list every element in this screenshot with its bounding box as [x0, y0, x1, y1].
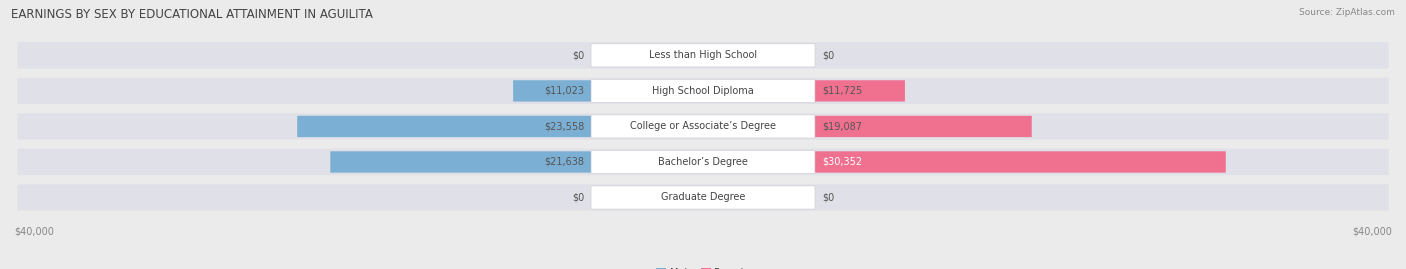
Text: $0: $0 — [823, 50, 834, 60]
Text: Graduate Degree: Graduate Degree — [661, 193, 745, 203]
Legend: Male, Female: Male, Female — [652, 264, 754, 269]
Text: EARNINGS BY SEX BY EDUCATIONAL ATTAINMENT IN AGUILITA: EARNINGS BY SEX BY EDUCATIONAL ATTAINMEN… — [11, 8, 373, 21]
FancyBboxPatch shape — [703, 80, 905, 102]
Text: Less than High School: Less than High School — [650, 50, 756, 60]
FancyBboxPatch shape — [513, 80, 703, 102]
FancyBboxPatch shape — [297, 116, 703, 137]
Text: High School Diploma: High School Diploma — [652, 86, 754, 96]
Text: $0: $0 — [572, 50, 583, 60]
FancyBboxPatch shape — [17, 42, 1389, 69]
FancyBboxPatch shape — [665, 187, 703, 208]
Text: $0: $0 — [572, 193, 583, 203]
FancyBboxPatch shape — [17, 149, 1389, 175]
FancyBboxPatch shape — [17, 184, 1389, 211]
Text: College or Associate’s Degree: College or Associate’s Degree — [630, 121, 776, 132]
FancyBboxPatch shape — [330, 151, 703, 173]
Text: $30,352: $30,352 — [823, 157, 862, 167]
Text: Source: ZipAtlas.com: Source: ZipAtlas.com — [1299, 8, 1395, 17]
FancyBboxPatch shape — [591, 115, 815, 138]
FancyBboxPatch shape — [703, 45, 741, 66]
Text: $19,087: $19,087 — [823, 121, 862, 132]
FancyBboxPatch shape — [665, 45, 703, 66]
FancyBboxPatch shape — [591, 150, 815, 174]
FancyBboxPatch shape — [591, 186, 815, 209]
FancyBboxPatch shape — [17, 78, 1389, 104]
Text: Bachelor’s Degree: Bachelor’s Degree — [658, 157, 748, 167]
Text: $23,558: $23,558 — [544, 121, 583, 132]
Text: $0: $0 — [823, 193, 834, 203]
FancyBboxPatch shape — [591, 44, 815, 67]
Text: $11,023: $11,023 — [544, 86, 583, 96]
Text: $40,000: $40,000 — [14, 227, 53, 237]
FancyBboxPatch shape — [703, 151, 1226, 173]
Text: $11,725: $11,725 — [823, 86, 862, 96]
FancyBboxPatch shape — [703, 187, 741, 208]
FancyBboxPatch shape — [17, 113, 1389, 140]
FancyBboxPatch shape — [703, 116, 1032, 137]
Text: $21,638: $21,638 — [544, 157, 583, 167]
FancyBboxPatch shape — [591, 79, 815, 102]
Text: $40,000: $40,000 — [1353, 227, 1392, 237]
